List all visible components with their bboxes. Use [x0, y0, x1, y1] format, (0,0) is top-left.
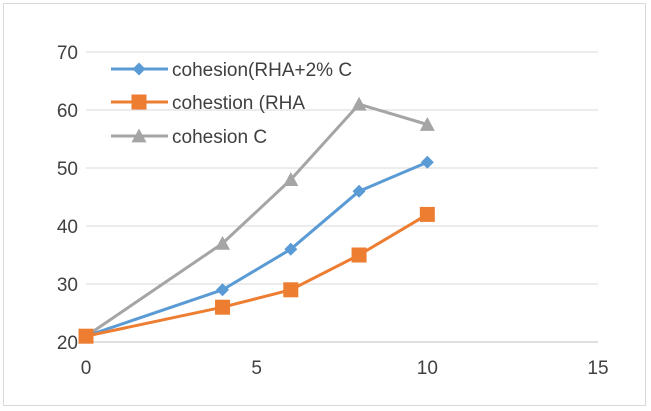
data-point [78, 328, 94, 344]
series-square [78, 206, 435, 344]
gridlines [86, 51, 598, 285]
data-point [215, 235, 231, 250]
series-line [85, 160, 428, 338]
legend-marker [131, 128, 147, 143]
y-tick-label: 20 [57, 333, 78, 354]
series-layer [78, 96, 435, 344]
x-tick-label: 15 [587, 358, 608, 379]
legend-marker [131, 94, 147, 110]
data-point [215, 299, 231, 315]
x-tick-label: 0 [81, 358, 92, 379]
y-tick-labels: 20 30 40 50 60 70 [57, 43, 78, 354]
legend-label: cohesion(RHA+2% C [172, 60, 352, 81]
legend: cohesion(RHA+2% C cohestion (RHA cohesion … [111, 60, 352, 148]
data-point [420, 155, 434, 169]
data-point [419, 117, 435, 131]
data-point [351, 247, 367, 263]
data-point [284, 242, 298, 256]
y-tick-label: 60 [57, 101, 78, 122]
y-tick-label: 30 [57, 275, 78, 296]
data-point [283, 282, 299, 298]
y-tick-label: 40 [57, 217, 78, 238]
x-tick-label: 5 [251, 358, 262, 379]
series-diamond [79, 155, 434, 343]
y-tick-label: 70 [57, 43, 78, 64]
data-point [216, 283, 230, 297]
chart-frame [3, 3, 646, 406]
series-triangle [78, 96, 435, 343]
x-tick-label: 10 [417, 358, 438, 379]
data-point [352, 184, 366, 198]
data-point [351, 96, 367, 111]
data-point [419, 206, 435, 222]
data-point [283, 172, 299, 186]
legend-item: cohesion C [111, 127, 267, 148]
legend-item: cohestion (RHA [111, 93, 305, 114]
legend-marker [132, 62, 146, 76]
y-tick-label: 50 [57, 159, 78, 180]
x-tick-labels: 0 5 10 15 [81, 358, 609, 379]
legend-label: cohestion (RHA [172, 93, 305, 114]
legend-item: cohesion(RHA+2% C [111, 60, 352, 81]
legend-label: cohesion C [172, 127, 267, 148]
